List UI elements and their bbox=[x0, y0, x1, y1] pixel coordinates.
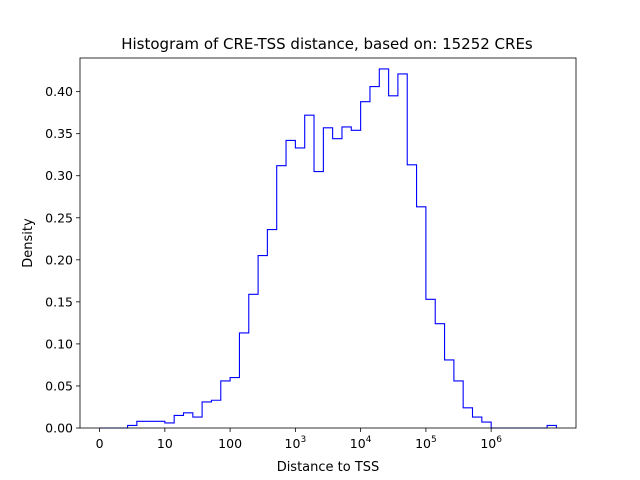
plot-frame bbox=[79, 57, 577, 429]
y-tick-label: 0.25 bbox=[45, 210, 73, 225]
x-tick-label: 106 bbox=[480, 435, 502, 451]
y-tick-label: 0.15 bbox=[45, 294, 73, 309]
y-tick-label: 0.40 bbox=[45, 84, 73, 99]
y-axis: 0.00 0.05 0.10 0.15 0.20 0.25 0.30 0.35 0.40 bbox=[45, 84, 80, 436]
y-tick-label: 0.30 bbox=[45, 168, 73, 183]
histogram-step-line bbox=[99, 68, 557, 429]
y-tick-label: 0.05 bbox=[45, 378, 73, 393]
y-axis-label: Density bbox=[21, 218, 36, 268]
chart-title: Histogram of CRE-TSS distance, based on:… bbox=[121, 35, 533, 53]
x-tick-label: 104 bbox=[350, 435, 372, 451]
x-tick-label: 103 bbox=[285, 435, 307, 451]
x-tick-label: 105 bbox=[415, 435, 437, 451]
y-tick-label: 0.35 bbox=[45, 126, 73, 141]
x-tick-label: 0 bbox=[96, 436, 104, 451]
plot-area bbox=[99, 68, 557, 429]
x-axis: 0 10 100 103 104 105 106 bbox=[96, 428, 502, 451]
y-tick-label: 0.10 bbox=[45, 336, 73, 351]
x-tick-label: 10 bbox=[157, 436, 173, 451]
y-tick-label: 0.20 bbox=[45, 252, 73, 267]
x-axis-label: Distance to TSS bbox=[277, 460, 380, 475]
y-tick-label: 0.00 bbox=[45, 421, 73, 436]
x-tick-label: 100 bbox=[218, 436, 242, 451]
